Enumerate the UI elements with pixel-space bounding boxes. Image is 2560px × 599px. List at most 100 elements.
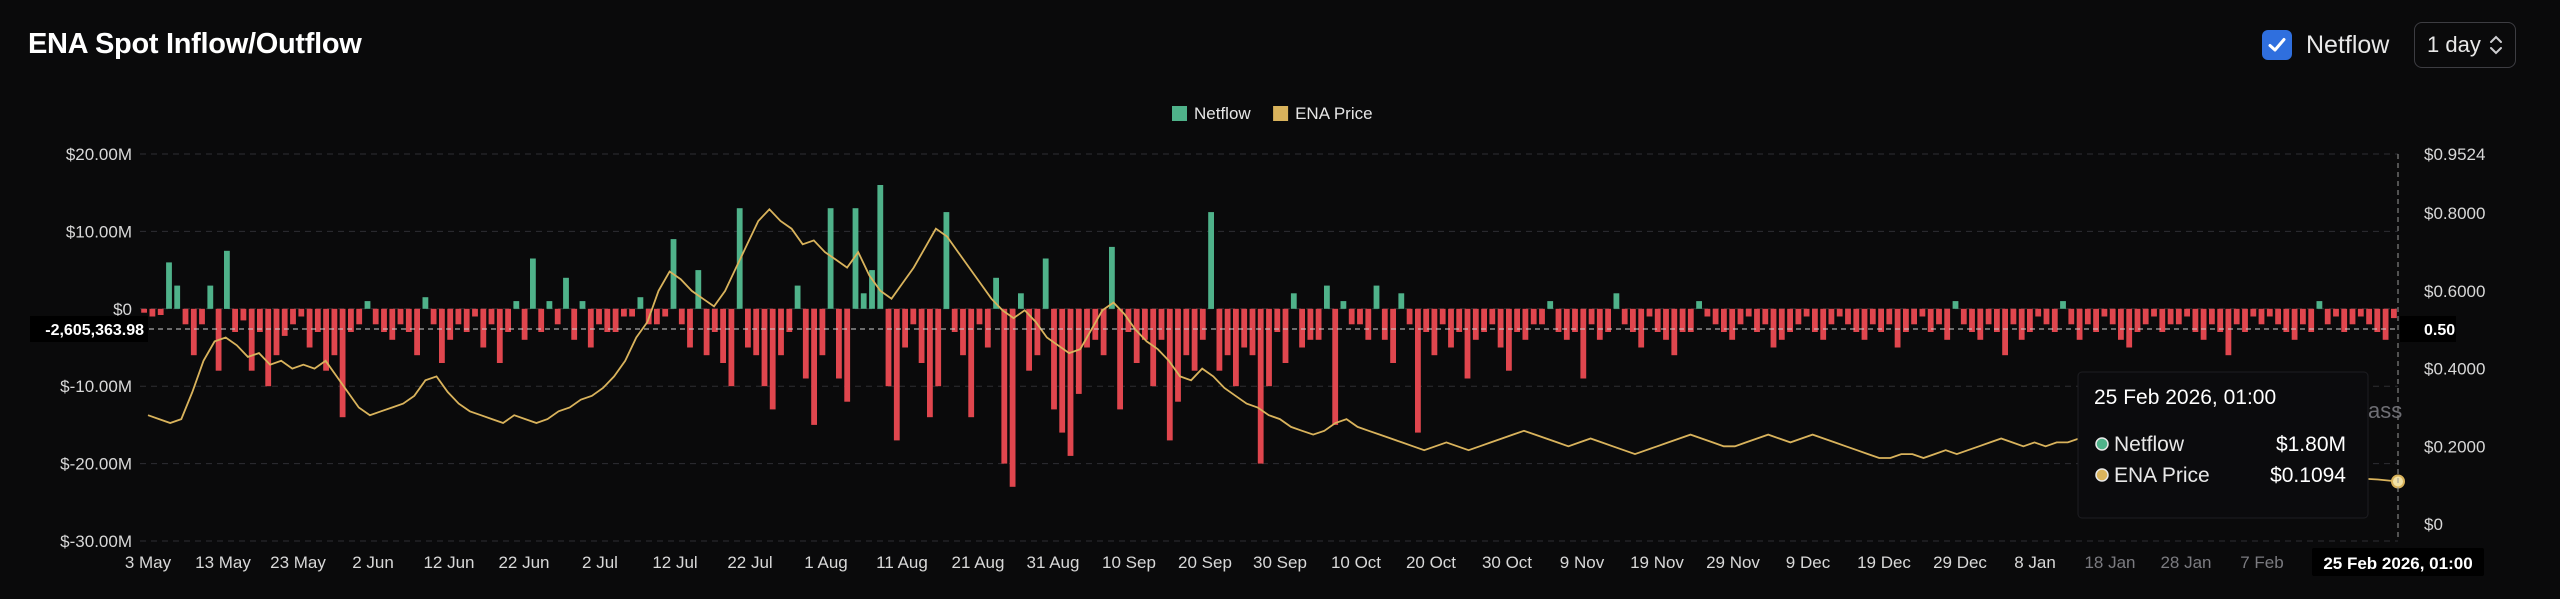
netflow-bar: [1878, 308, 1884, 332]
netflow-bar: [2258, 308, 2265, 325]
netflow-bar: [860, 293, 867, 309]
netflow-toggle[interactable]: Netflow: [2262, 22, 2389, 68]
netflow-bar: [927, 308, 933, 418]
netflow-bar: [2341, 308, 2348, 332]
netflow-bar: [778, 308, 784, 356]
netflow-bar: [298, 308, 305, 317]
netflow-bar: [1439, 308, 1446, 325]
netflow-bar: [1373, 285, 1380, 309]
watermark-fragment: ass: [2368, 398, 2402, 423]
netflow-bar: [1084, 308, 1090, 348]
netflow-bar: [1803, 308, 1810, 317]
netflow-bar: [1497, 308, 1504, 348]
netflow-bar: [232, 308, 238, 332]
netflow-bar: [2109, 308, 2116, 325]
netflow-bar: [2324, 308, 2331, 325]
netflow-bar: [1506, 308, 1512, 371]
netflow-bar: [893, 308, 900, 441]
netflow-bar: [836, 308, 842, 379]
netflow-toggle-label: Netflow: [2306, 30, 2390, 59]
netflow-bar: [984, 308, 991, 348]
netflow-bar: [1191, 308, 1198, 371]
tooltip-dot-1: [2095, 468, 2109, 482]
netflow-bar: [1282, 308, 1289, 363]
netflow-bar: [1820, 308, 1827, 340]
netflow-bar: [1522, 308, 1529, 340]
netflow-bar: [1927, 308, 1934, 332]
netflow-bar: [1051, 308, 1057, 410]
y-right-tick-3: $0.4000: [2424, 360, 2485, 379]
netflow-bar: [273, 308, 280, 356]
netflow-bar: [844, 308, 851, 402]
left-axis: $20.00M $10.00M $0 $-10.00M $-20.00M $-30.00M: [60, 145, 132, 551]
netflow-bar: [918, 308, 925, 363]
netflow-bar: [1381, 308, 1388, 340]
x-tick-13: 10 Sep: [1102, 553, 1156, 572]
netflow-bar: [1158, 308, 1165, 340]
y-left-tick-1: $10.00M: [66, 222, 132, 241]
netflow-bar: [1100, 308, 1107, 356]
netflow-bar: [1919, 308, 1926, 317]
netflow-bar: [1778, 308, 1785, 340]
x-tick-17: 20 Oct: [1406, 553, 1456, 572]
netflow-bar: [2300, 308, 2306, 325]
netflow-bar: [761, 308, 768, 387]
netflow-bar: [2308, 308, 2315, 332]
netflow-bar: [2225, 308, 2232, 356]
netflow-bar: [1936, 308, 1942, 325]
x-tick-16: 10 Oct: [1331, 553, 1381, 572]
netflow-bar: [794, 285, 801, 309]
netflow-bar: [2333, 308, 2339, 317]
netflow-bar: [711, 308, 718, 332]
netflow-bar: [2242, 308, 2248, 332]
netflow-checkbox[interactable]: [2262, 30, 2292, 60]
netflow-bar: [563, 277, 569, 309]
netflow-bar: [530, 258, 536, 309]
tooltip-value-0: $1.80M: [2276, 433, 2346, 456]
netflow-bar: [2382, 308, 2389, 340]
netflow-bar: [1315, 308, 1322, 340]
netflow-bar: [1729, 308, 1736, 340]
netflow-bar: [1563, 308, 1570, 340]
netflow-bar: [1415, 308, 1421, 433]
netflow-bar: [1340, 301, 1347, 309]
netflow-bar: [2093, 308, 2099, 332]
netflow-bar: [422, 297, 429, 309]
netflow-bar: [1621, 308, 1628, 325]
netflow-bar: [356, 308, 363, 325]
netflow-bar: [1886, 308, 1893, 325]
netflow-bar: [2002, 308, 2008, 356]
netflow-bar: [587, 308, 594, 348]
netflow-bar: [1357, 308, 1363, 325]
x-tick-20: 19 Nov: [1630, 553, 1684, 572]
netflow-bar: [678, 308, 685, 325]
x-crosshair-label-bg: [2312, 548, 2484, 576]
netflow-bar: [389, 308, 396, 340]
ena-price-line: [147, 207, 2090, 459]
netflow-bar: [546, 301, 553, 309]
interval-select[interactable]: 1 day: [2414, 22, 2516, 68]
netflow-bar: [1903, 308, 1909, 332]
netflow-bar: [1290, 293, 1297, 309]
netflow-bar: [1787, 308, 1793, 332]
netflow-bar: [513, 301, 520, 309]
netflow-bar: [1216, 308, 1223, 371]
netflow-bar: [1390, 308, 1396, 363]
netflow-bar: [2275, 308, 2281, 325]
price-line-group: [147, 207, 2405, 489]
netflow-bar: [1572, 308, 1578, 332]
x-tick-14: 20 Sep: [1178, 553, 1232, 572]
y-right-tick-5: $0: [2424, 515, 2443, 534]
netflow-bar: [1423, 308, 1430, 332]
y-right-tick-1: $0.8000: [2424, 204, 2485, 223]
x-tick-8: 22 Jul: [727, 553, 772, 572]
y-right-tick-4: $0.2000: [2424, 437, 2485, 456]
tooltip-value-1: $0.1094: [2270, 464, 2346, 487]
chart-legend: Netflow ENA Price: [1172, 104, 1373, 123]
x-tick-27: 28 Jan: [2160, 553, 2211, 572]
tooltip-box: [2077, 371, 2369, 519]
netflow-bar: [1026, 308, 1032, 371]
netflow-bar: [2349, 308, 2356, 325]
netflow-bar: [554, 308, 561, 325]
